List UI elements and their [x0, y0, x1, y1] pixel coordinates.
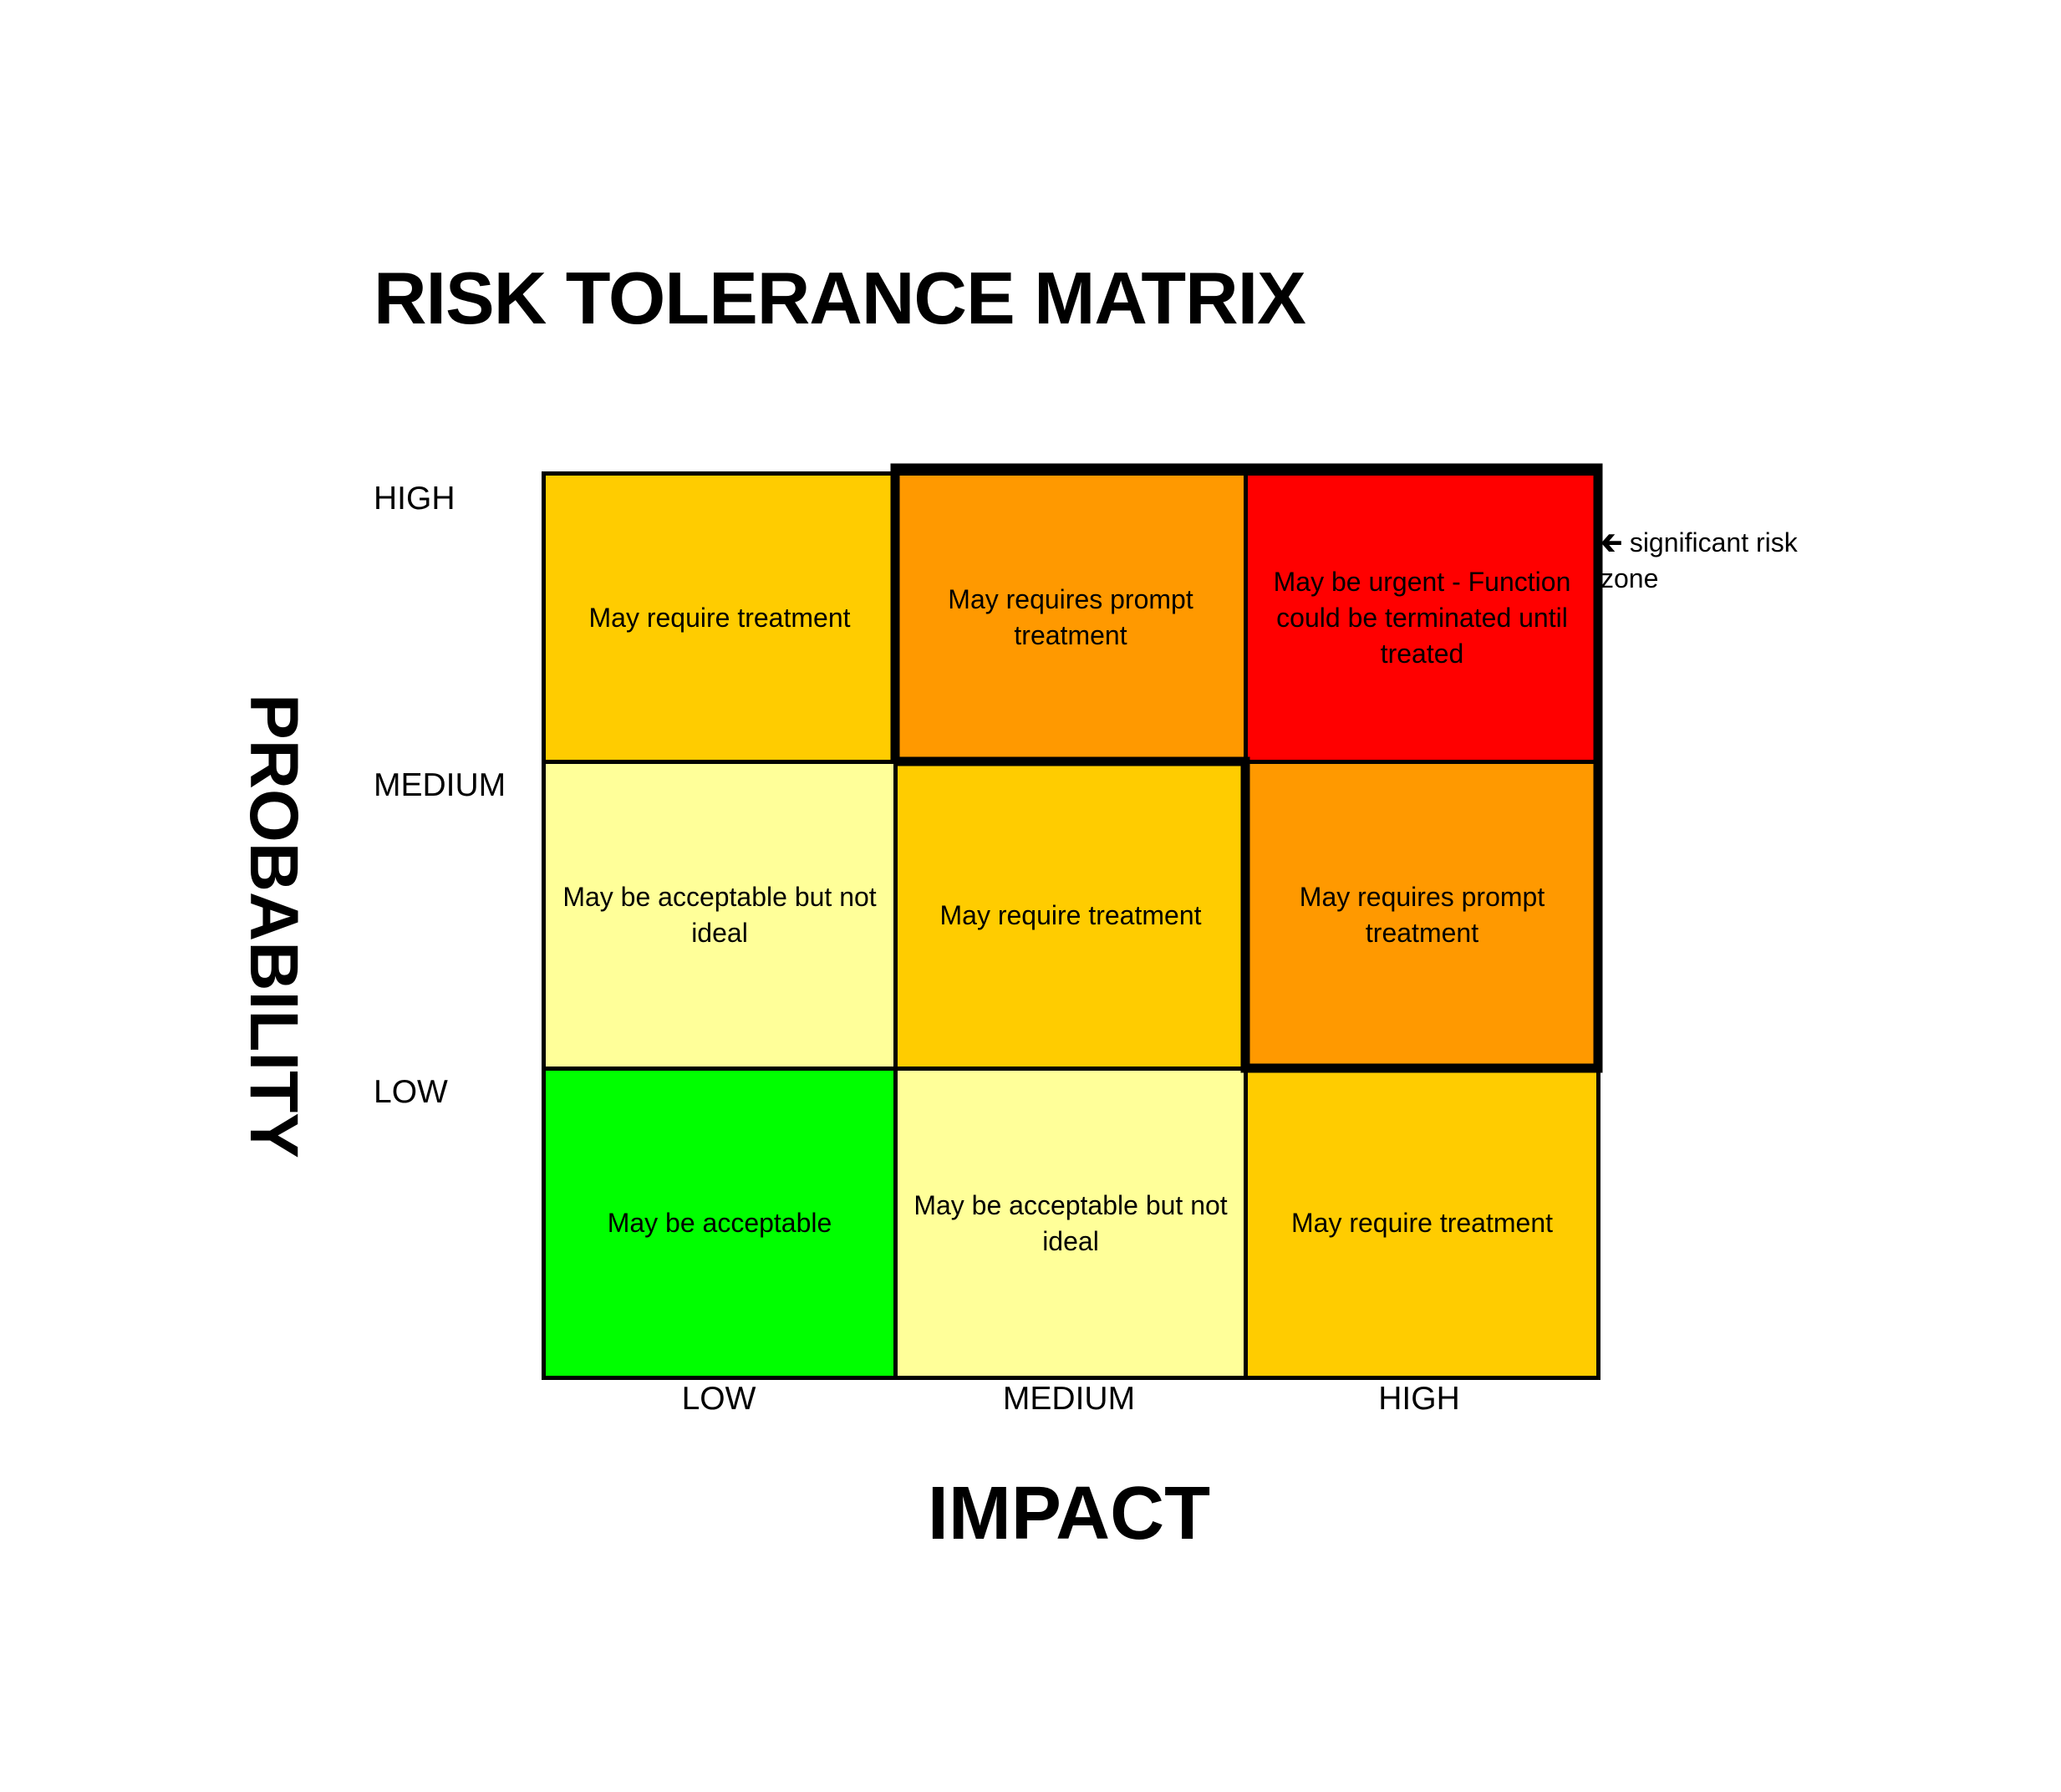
- matrix-cell: May require treatment: [542, 471, 898, 764]
- row-label-low: LOW: [374, 1074, 448, 1110]
- significant-risk-note: 🡰 significant risk zone: [1600, 525, 1798, 597]
- note-text: significant risk: [1629, 527, 1798, 557]
- matrix-cell: May be acceptable but not ideal: [542, 760, 898, 1071]
- col-label-high: HIGH: [1378, 1381, 1460, 1417]
- matrix-cell: May require treatment: [1244, 1067, 1600, 1380]
- y-axis-title: PROBABILITY: [236, 694, 312, 1158]
- x-axis-title: IMPACT: [927, 1472, 1211, 1555]
- matrix-cell: May be acceptable but not ideal: [893, 1067, 1248, 1380]
- significant-risk-outline: [890, 463, 1603, 1073]
- arrow-left-icon: 🡰: [1600, 527, 1622, 557]
- row-label-high: HIGH: [374, 481, 455, 517]
- page-title: RISK TOLERANCE MATRIX: [374, 257, 1306, 339]
- matrix-cell: May be acceptable: [542, 1067, 898, 1380]
- risk-matrix: May require treatment May requires prompt…: [542, 463, 1603, 1380]
- zone-border: [890, 463, 1603, 1073]
- col-label-medium: MEDIUM: [1002, 1381, 1136, 1417]
- matrix-cell: May be urgent - Function could be termin…: [1244, 471, 1600, 764]
- col-label-low: LOW: [681, 1381, 756, 1417]
- row-label-medium: MEDIUM: [374, 767, 506, 803]
- note-text-2: zone: [1600, 563, 1659, 593]
